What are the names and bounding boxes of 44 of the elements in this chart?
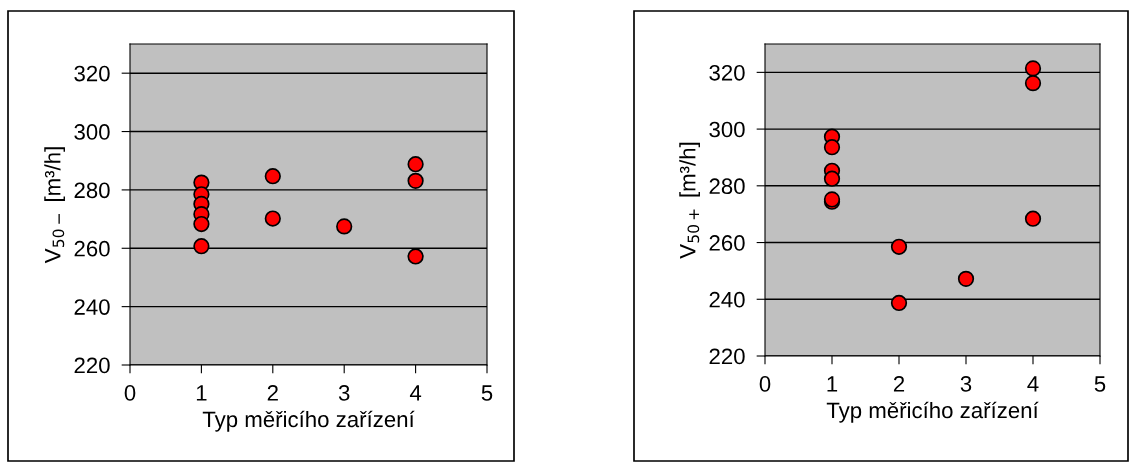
x-tick-label: 3 — [960, 376, 972, 392]
x-tick-label: 1 — [827, 376, 838, 392]
y-tick-label: 220 — [709, 348, 745, 365]
point — [1024, 210, 1042, 227]
y-axis-title: V$_{50+}$ [m³/h] — [679, 142, 700, 259]
y-axis-title: V$_{50−}$ [m³/h] — [44, 147, 65, 264]
point — [1024, 75, 1042, 92]
point — [264, 168, 281, 185]
y-tick-label: 260 — [709, 235, 745, 251]
x-tick-label: 3 — [338, 385, 350, 401]
y-tick-label: 320 — [709, 64, 745, 81]
x-tick-label: 5 — [481, 385, 493, 401]
y-tick-label: 300 — [709, 121, 745, 138]
point — [890, 238, 908, 255]
x-tick-label: 2 — [893, 376, 905, 392]
x-axis-title: Typ měřicího zařízení — [826, 401, 1039, 423]
point — [957, 270, 975, 287]
y-tick-label: 300 — [74, 124, 110, 140]
point — [407, 156, 424, 173]
point — [407, 248, 424, 265]
point — [336, 218, 353, 235]
x-tick-label: 4 — [1027, 376, 1039, 392]
y-tick-label: 220 — [74, 357, 110, 374]
point — [407, 172, 424, 189]
point — [890, 294, 908, 312]
point — [823, 139, 841, 156]
y-tick-label: 280 — [709, 178, 745, 195]
point — [193, 215, 210, 233]
y-tick-label: 260 — [74, 240, 110, 257]
x-tick-label: 0 — [759, 376, 771, 392]
y-tick-label: 240 — [709, 291, 745, 308]
point — [1024, 60, 1042, 77]
x-tick-label: 5 — [1094, 376, 1106, 392]
y-tick-label: 320 — [74, 65, 110, 82]
x-tick-label: 2 — [267, 385, 278, 401]
x-tick-label: 1 — [196, 385, 207, 401]
point — [264, 210, 281, 227]
point — [193, 238, 210, 255]
y-tick-label: 240 — [74, 299, 110, 315]
point — [823, 170, 841, 187]
y-tick-label: 280 — [74, 182, 110, 199]
x-tick-label: 0 — [124, 385, 136, 401]
x-axis-title: Typ měřicího zařízení — [202, 410, 415, 432]
x-tick-label: 4 — [409, 385, 422, 401]
